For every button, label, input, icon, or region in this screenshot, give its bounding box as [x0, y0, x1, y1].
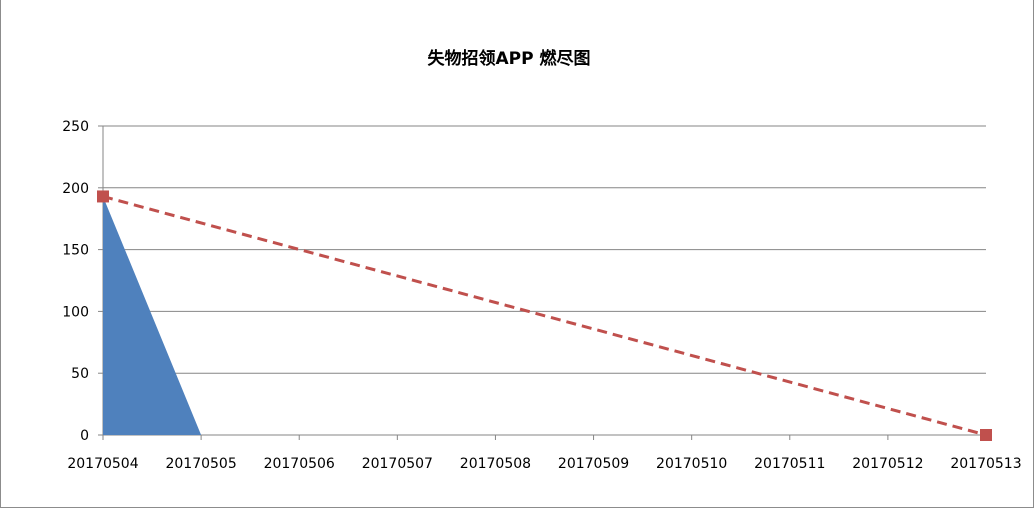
x-tick-label: 20170511: [754, 456, 825, 472]
y-tick-label: 200: [62, 181, 89, 197]
ideal-line-marker: [97, 190, 109, 203]
y-tick-label: 100: [62, 304, 89, 320]
y-tick-label: 0: [80, 428, 89, 444]
x-tick-label: 20170508: [460, 456, 531, 472]
ideal-line-marker: [980, 429, 992, 441]
x-tick-label: 20170513: [950, 456, 1021, 472]
remaining-work-area: [103, 196, 986, 435]
x-tick-label: 20170504: [67, 456, 138, 472]
x-tick-label: 20170512: [852, 456, 923, 472]
x-tick-label: 20170510: [656, 456, 727, 472]
ideal-burndown-line: [102, 195, 987, 437]
x-tick-label: 20170507: [362, 456, 433, 472]
y-tick-label: 50: [71, 366, 89, 382]
chart-title: 失物招领APP 燃尽图: [427, 49, 591, 69]
x-tick-label: 20170509: [558, 456, 629, 472]
y-tick-label: 250: [62, 119, 89, 135]
x-tick-label: 20170505: [165, 456, 236, 472]
x-tick-label: 20170506: [264, 456, 335, 472]
y-tick-label: 150: [62, 243, 89, 259]
